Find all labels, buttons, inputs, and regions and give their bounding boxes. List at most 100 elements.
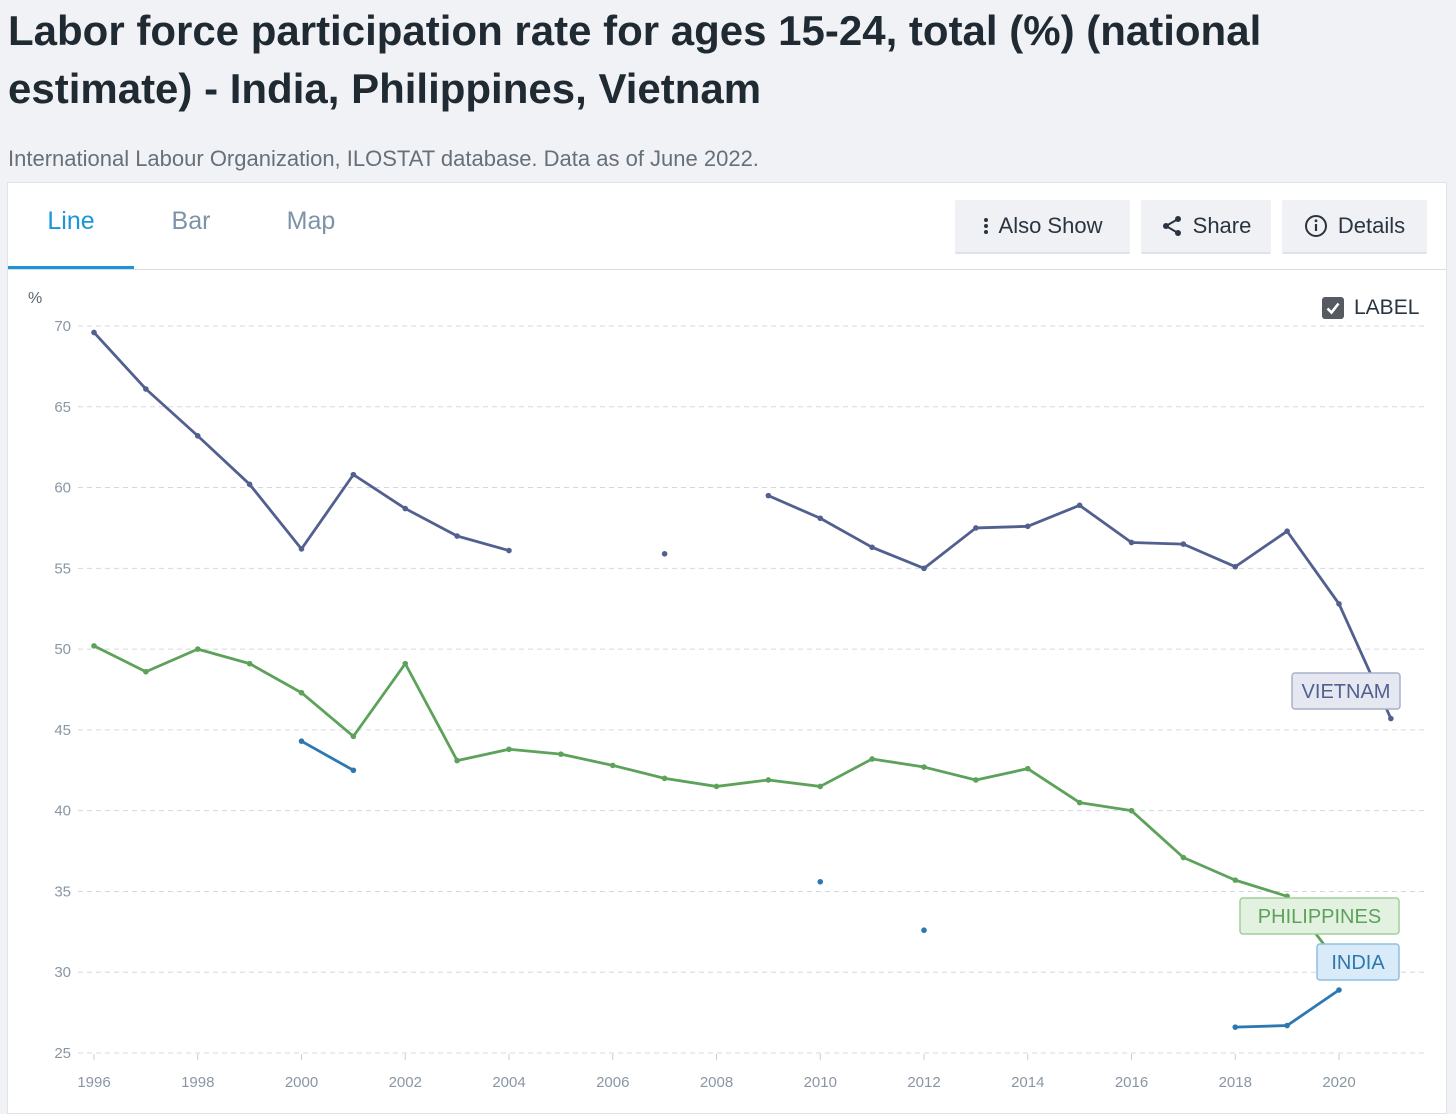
y-tick-label: 60 (54, 480, 71, 497)
philippines-data-point (558, 751, 564, 757)
vietnam-data-point (1388, 715, 1394, 722)
philippines-data-point (246, 660, 253, 667)
tab-bar[interactable]: Bar (171, 207, 211, 235)
also-show-button[interactable]: Also Show (955, 200, 1130, 254)
philippines-data-point (869, 756, 875, 762)
label-checkbox[interactable] (1322, 297, 1344, 319)
label-toggle[interactable]: LABEL (1322, 296, 1419, 320)
x-tick-label: 2004 (492, 1074, 525, 1091)
details-button[interactable]: Details (1282, 200, 1427, 254)
view-tabs: Line Bar Map Also Show Share Details (8, 183, 1446, 270)
vietnam-series-line (92, 331, 510, 552)
india-series-line (1235, 988, 1340, 1029)
share-icon (1162, 216, 1181, 236)
vietnam-data-point (1180, 541, 1187, 547)
philippines-data-point (973, 777, 979, 783)
philippines-label-box (1239, 897, 1400, 935)
india-data-point (1284, 1022, 1290, 1029)
vietnam-data-point (765, 492, 772, 499)
philippines-data-point (1024, 765, 1031, 772)
india-data-point (1336, 987, 1342, 993)
y-tick-label: 25 (54, 1045, 71, 1062)
vietnam-data-point (1284, 528, 1290, 534)
active-tab-indicator (8, 266, 134, 269)
x-tick-label: 2002 (389, 1074, 422, 1091)
vietnam-data-point (1076, 502, 1083, 509)
philippines-data-point (765, 777, 772, 783)
india-label: INDIA (1331, 952, 1385, 974)
india-label-box (1316, 943, 1400, 981)
details-label: Details (1337, 213, 1406, 238)
x-tick-label: 2000 (285, 1074, 318, 1091)
india-series-line (300, 739, 355, 772)
philippines-data-point (143, 668, 149, 675)
x-tick-label: 2006 (596, 1074, 629, 1091)
philippines-data-point (817, 783, 824, 790)
india-data-point (921, 927, 927, 934)
vietnam-data-point (350, 471, 357, 478)
india-data-point (350, 767, 357, 774)
philippines-data-point (609, 762, 616, 769)
philippines-data-point (402, 660, 409, 667)
india-data-point (1232, 1024, 1239, 1030)
india-data-point (298, 738, 305, 744)
vietnam-data-point (973, 525, 979, 531)
y-tick-label: 35 (54, 883, 71, 900)
philippines-series-line (93, 644, 1341, 965)
vietnam-data-point (1232, 563, 1239, 570)
philippines-data-point (713, 783, 720, 790)
x-tick-label: 2008 (700, 1074, 733, 1091)
vietnam-data-point (869, 544, 875, 551)
y-tick-label: 55 (54, 560, 71, 577)
y-tick-label: 40 (54, 803, 71, 820)
vietnam-data-point (454, 533, 460, 539)
tab-line[interactable]: Line (47, 207, 95, 235)
checkmark-icon (1326, 302, 1340, 315)
philippines-label: PHILIPPINES (1258, 906, 1381, 928)
share-label: Share (1192, 213, 1252, 238)
vietnam-data-point (91, 329, 97, 336)
share-button[interactable]: Share (1141, 200, 1271, 254)
vietnam-data-point (1024, 523, 1031, 530)
label-toggle-text: LABEL (1354, 296, 1420, 319)
vietnam-data-point (194, 433, 201, 439)
x-tick-label: 2014 (1011, 1074, 1044, 1091)
chart-panel: Line Bar Map Also Show Share Details (7, 182, 1447, 1114)
tab-map[interactable]: Map (286, 207, 336, 235)
info-icon (1304, 215, 1327, 237)
y-axis-unit-label: % (28, 290, 42, 307)
vietnam-data-point (506, 547, 512, 554)
y-tick-label: 50 (54, 641, 71, 658)
vietnam-data-point (402, 505, 409, 512)
chart-title: Labor force participation rate for ages … (8, 7, 1262, 112)
vietnam-data-point (1336, 601, 1342, 607)
x-tick-label: 2020 (1322, 1074, 1355, 1091)
india-data-point (817, 878, 824, 885)
philippines-data-point (506, 746, 512, 753)
vietnam-data-point (143, 386, 149, 392)
philippines-data-point (298, 689, 305, 696)
x-tick-label: 1996 (77, 1074, 110, 1091)
vietnam-data-point (1128, 539, 1135, 546)
y-tick-label: 45 (54, 722, 71, 739)
vietnam-label: VIETNAM (1302, 681, 1391, 703)
philippines-data-point (1076, 799, 1083, 806)
vietnam-label-box (1291, 672, 1401, 710)
philippines-data-point (1128, 807, 1135, 814)
y-tick-label: 65 (54, 399, 71, 416)
philippines-data-point (350, 733, 357, 740)
x-tick-label: 2016 (1115, 1074, 1148, 1091)
x-tick-label: 1998 (181, 1074, 214, 1091)
philippines-data-point (1232, 877, 1239, 883)
vietnam-data-point (298, 546, 305, 552)
y-tick-label: 70 (54, 318, 71, 335)
vietnam-data-point (661, 550, 668, 557)
philippines-data-point (194, 646, 201, 652)
philippines-data-point (1180, 854, 1187, 861)
y-tick-label: 30 (54, 964, 71, 981)
x-tick-label: 2018 (1219, 1074, 1252, 1091)
vietnam-data-point (246, 481, 253, 488)
philippines-data-point (91, 643, 97, 649)
philippines-data-point (454, 757, 460, 764)
